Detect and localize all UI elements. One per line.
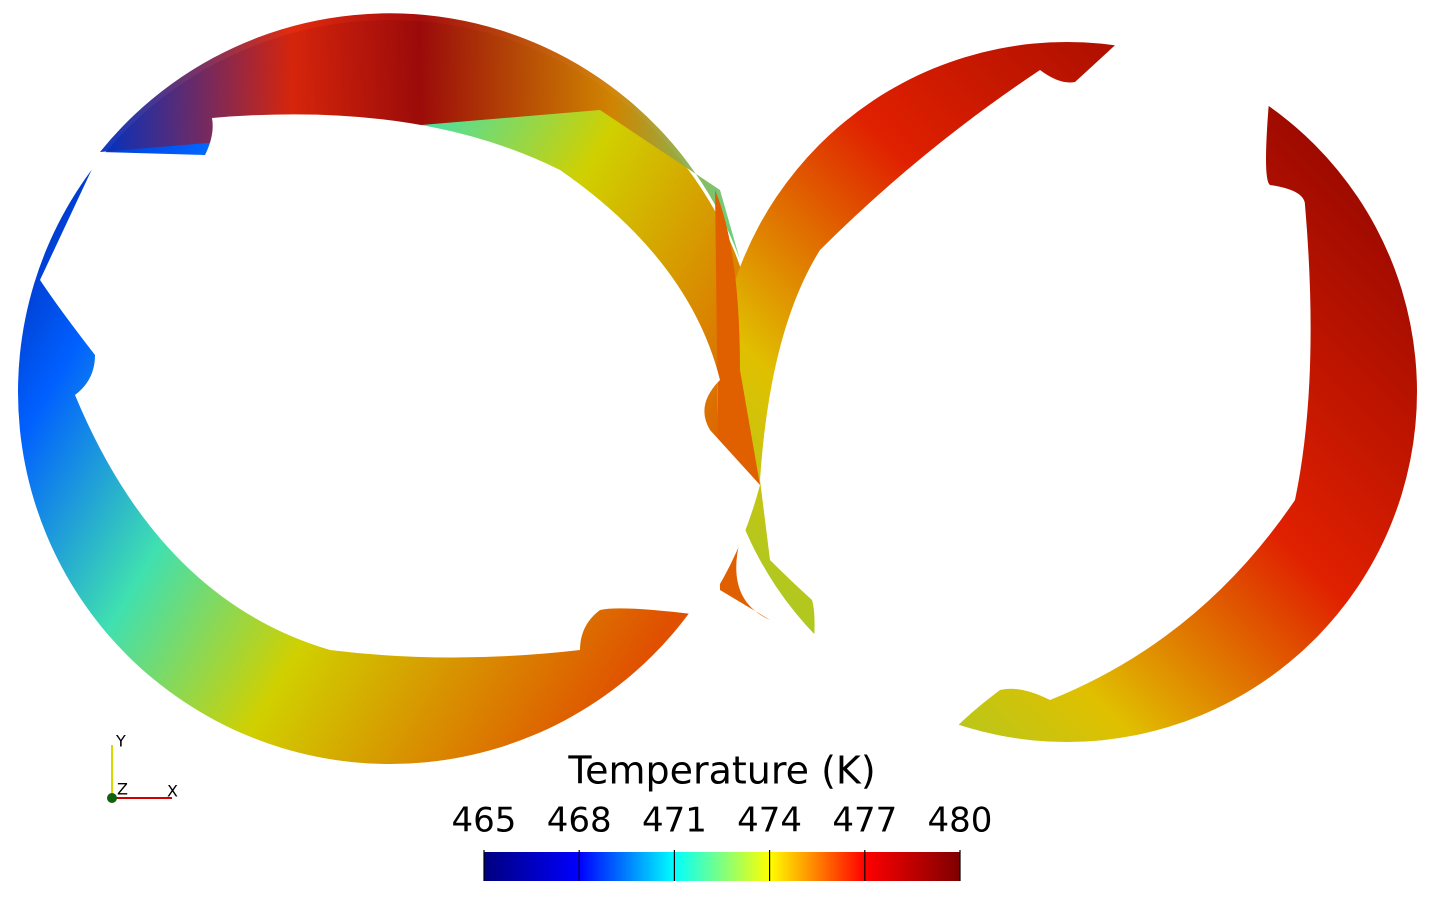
z-axis-dot xyxy=(107,793,117,803)
colorbar-tick-label: 474 xyxy=(737,801,802,841)
y-axis-label: Y xyxy=(115,732,126,751)
left-rotor xyxy=(40,114,760,658)
field-plot xyxy=(18,13,1417,764)
colorbar-tick-label: 480 xyxy=(928,801,993,841)
right-rotor xyxy=(760,22,1311,745)
colorbar-tick-label: 471 xyxy=(642,801,707,841)
orientation-axes: Y Z X xyxy=(107,732,178,803)
colorbar-tick-label: 477 xyxy=(832,801,897,841)
colorbar: Temperature (K) 465 468 471 474 477 480 xyxy=(452,749,993,881)
colorbar-tick-label: 468 xyxy=(547,801,612,841)
z-axis-label: Z xyxy=(117,780,128,799)
colorbar-title: Temperature (K) xyxy=(567,749,875,793)
colorbar-scale xyxy=(484,852,960,881)
colorbar-tick-label: 465 xyxy=(452,801,517,841)
left-barrel-top xyxy=(100,13,740,260)
x-axis-label: X xyxy=(167,782,178,801)
